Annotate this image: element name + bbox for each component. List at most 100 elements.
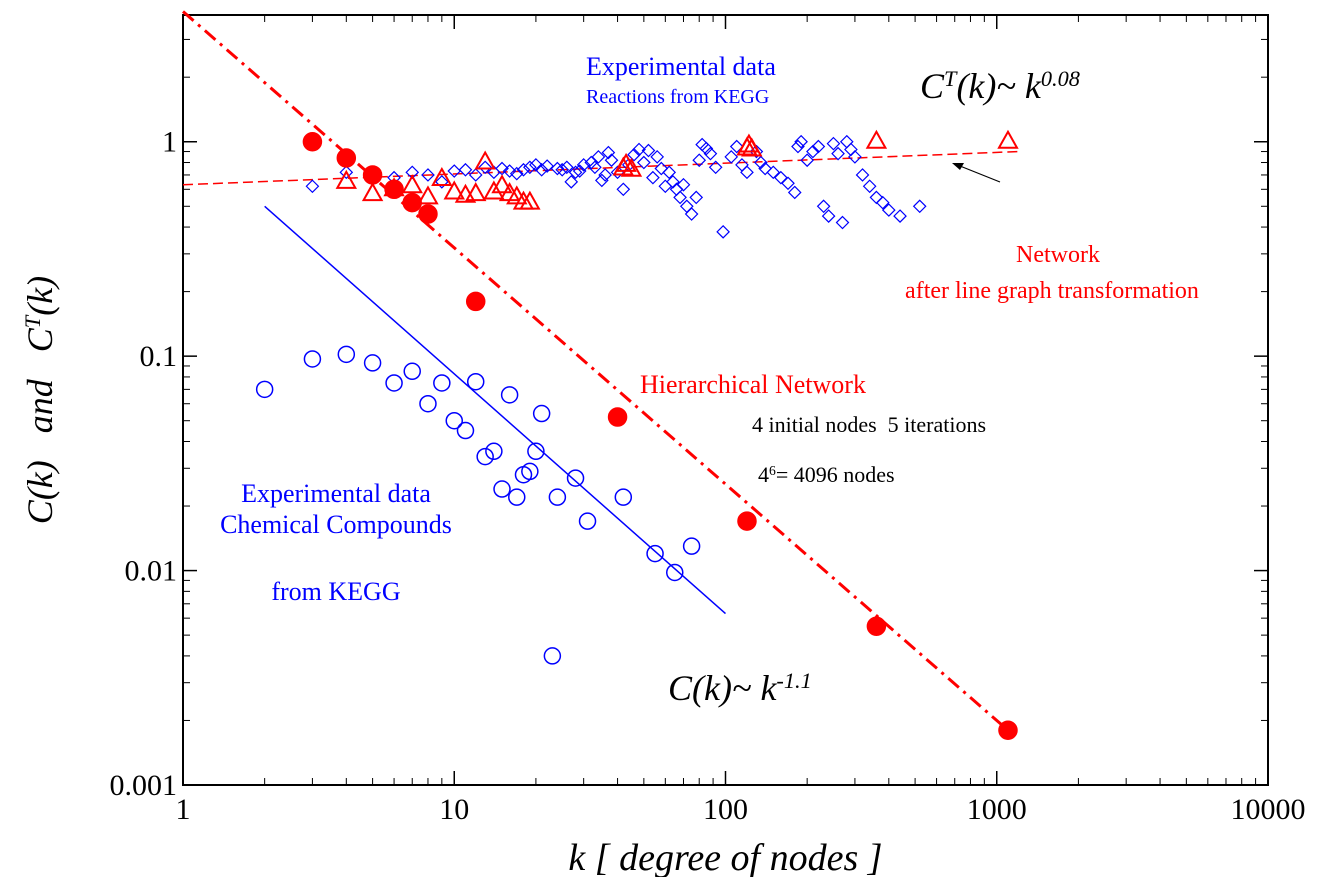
- point: [666, 563, 684, 582]
- annotation: Chemical Compounds: [220, 510, 452, 539]
- point: [774, 170, 788, 185]
- text-run: Hierarchical Network: [640, 370, 866, 399]
- point: [848, 150, 862, 164]
- point: [362, 165, 383, 185]
- point: [791, 139, 805, 154]
- point: [508, 488, 526, 506]
- point: [445, 411, 463, 430]
- point: [468, 168, 483, 182]
- point: [361, 182, 384, 202]
- point: [729, 139, 744, 154]
- fit-line: [264, 205, 726, 615]
- point: [564, 175, 579, 189]
- text-run: (k): [20, 276, 60, 316]
- point: [421, 168, 435, 182]
- text-run: Chemical Compounds: [220, 510, 452, 539]
- fit-line: [182, 10, 1009, 732]
- text-run: = 4096 nodes: [776, 462, 895, 487]
- point: [502, 164, 517, 178]
- point: [433, 374, 451, 392]
- point: [821, 209, 836, 223]
- point: [594, 173, 609, 188]
- point: [679, 199, 694, 214]
- point: [636, 155, 651, 170]
- arrow-head: [952, 163, 964, 170]
- superscript: T: [944, 66, 958, 91]
- point: [478, 160, 493, 175]
- text-run: from KEGG: [271, 577, 400, 606]
- point: [601, 145, 616, 160]
- text-run: after line graph transformation: [905, 278, 1199, 304]
- point: [305, 179, 320, 194]
- point: [385, 374, 403, 392]
- annotation: from KEGG: [271, 577, 400, 606]
- annotation: 46= 4096 nodes: [758, 462, 895, 487]
- text-run: Network: [1016, 242, 1100, 268]
- point: [337, 345, 356, 364]
- y-axis-label: C(k) and CT(k): [20, 276, 61, 524]
- fit-line: [182, 150, 1019, 186]
- point: [466, 372, 485, 391]
- point: [669, 182, 684, 197]
- point: [566, 469, 585, 487]
- point: [632, 142, 646, 157]
- text-run: C(k)~ k: [668, 668, 777, 708]
- point: [548, 488, 567, 506]
- point: [607, 407, 628, 427]
- point: [658, 179, 673, 194]
- text-run: Experimental data: [586, 52, 776, 81]
- point: [476, 447, 494, 466]
- annotation: Experimental data: [586, 52, 776, 81]
- point: [781, 176, 795, 191]
- text-run: C: [920, 66, 945, 106]
- point: [405, 165, 420, 180]
- text-run: Reactions from KEGG: [586, 86, 769, 108]
- point: [881, 203, 896, 217]
- point: [676, 177, 691, 192]
- point: [893, 209, 907, 223]
- point: [703, 146, 718, 161]
- point: [572, 164, 587, 178]
- point: [708, 160, 723, 175]
- point: [646, 170, 660, 185]
- point: [255, 380, 274, 399]
- point: [555, 162, 570, 177]
- superscript: 0.08: [1041, 66, 1080, 91]
- point: [335, 169, 358, 189]
- point: [447, 164, 462, 178]
- point: [509, 166, 524, 181]
- point: [866, 616, 887, 637]
- point: [532, 404, 551, 423]
- point: [831, 146, 845, 161]
- point: [384, 179, 404, 200]
- point: [519, 190, 541, 210]
- point: [303, 350, 322, 368]
- point: [339, 165, 354, 180]
- point: [543, 647, 562, 665]
- text-run: 4 initial nodes 5 iterations: [752, 412, 986, 437]
- point: [695, 137, 709, 152]
- point: [740, 165, 754, 180]
- annotation: 4 initial nodes 5 iterations: [752, 412, 986, 437]
- annotation: after line graph transformation: [905, 278, 1199, 304]
- point: [302, 131, 323, 152]
- point: [865, 129, 888, 149]
- point: [758, 161, 772, 176]
- point: [735, 158, 749, 172]
- superscript: -1.1: [776, 668, 811, 693]
- text-run: 4: [758, 462, 769, 487]
- x-axis-label: k [ degree of nodes ]: [568, 837, 882, 877]
- x-tick-label: 10000: [1231, 793, 1306, 826]
- point: [578, 512, 597, 530]
- point: [417, 185, 439, 205]
- text-run: C(k) and C: [20, 327, 60, 524]
- point: [862, 179, 877, 194]
- point: [483, 180, 505, 200]
- annotation: Experimental data: [241, 479, 431, 508]
- point: [336, 148, 357, 168]
- text-run: Experimental data: [241, 479, 431, 508]
- point: [826, 136, 841, 151]
- point: [692, 153, 707, 168]
- point: [620, 157, 643, 177]
- point: [689, 190, 704, 205]
